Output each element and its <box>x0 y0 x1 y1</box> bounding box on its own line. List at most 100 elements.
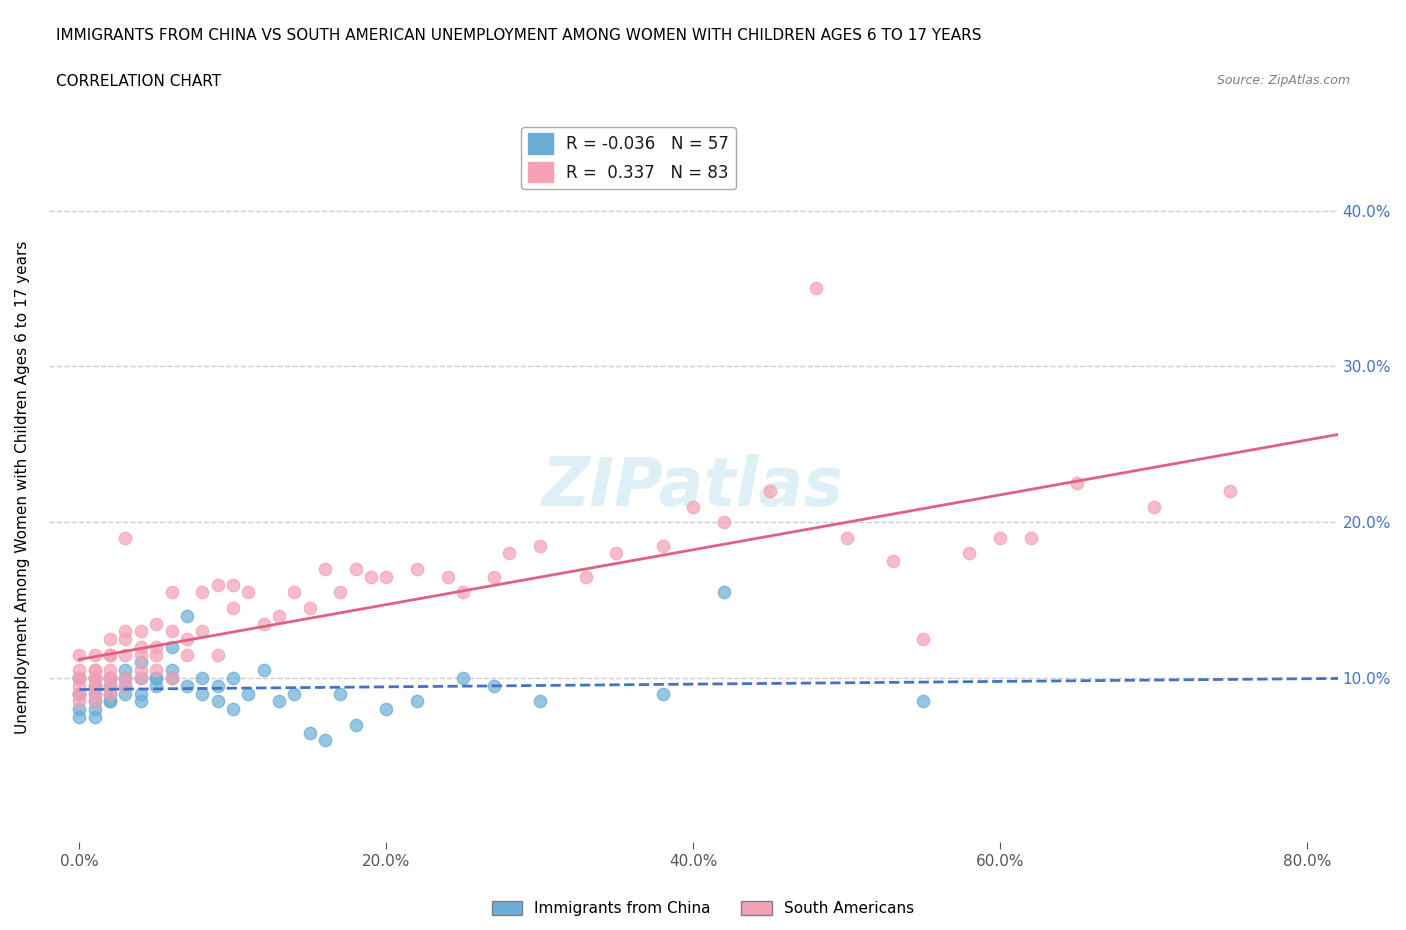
Point <box>67 686 90 701</box>
Point <box>114 671 136 685</box>
Point <box>129 694 152 709</box>
Point <box>83 694 105 709</box>
Point <box>67 702 90 717</box>
Point <box>682 499 704 514</box>
Point <box>207 647 229 662</box>
Point <box>207 678 229 693</box>
Point <box>98 678 121 693</box>
Point <box>67 686 90 701</box>
Point <box>283 686 305 701</box>
Point <box>283 585 305 600</box>
Point <box>98 686 121 701</box>
Point <box>67 671 90 685</box>
Point <box>67 671 90 685</box>
Point <box>83 678 105 693</box>
Point <box>129 655 152 670</box>
Text: Source: ZipAtlas.com: Source: ZipAtlas.com <box>1216 74 1350 87</box>
Point <box>98 631 121 646</box>
Point <box>406 562 429 577</box>
Point <box>252 616 274 631</box>
Point <box>529 694 551 709</box>
Point <box>482 678 505 693</box>
Point <box>482 569 505 584</box>
Point <box>98 663 121 678</box>
Point <box>114 631 136 646</box>
Point <box>67 686 90 701</box>
Point <box>67 663 90 678</box>
Point <box>713 515 735 530</box>
Point <box>83 678 105 693</box>
Point <box>498 546 520 561</box>
Point <box>67 686 90 701</box>
Point <box>129 663 152 678</box>
Point <box>529 538 551 553</box>
Point <box>145 616 167 631</box>
Point <box>713 585 735 600</box>
Point <box>804 281 827 296</box>
Point <box>98 671 121 685</box>
Point <box>451 585 474 600</box>
Point <box>114 530 136 545</box>
Point <box>83 686 105 701</box>
Point <box>83 710 105 724</box>
Point <box>129 624 152 639</box>
Y-axis label: Unemployment Among Women with Children Ages 6 to 17 years: Unemployment Among Women with Children A… <box>15 241 30 734</box>
Point <box>114 663 136 678</box>
Point <box>67 710 90 724</box>
Point <box>83 663 105 678</box>
Point <box>314 733 336 748</box>
Point <box>83 671 105 685</box>
Point <box>651 538 673 553</box>
Point <box>98 671 121 685</box>
Point <box>160 624 183 639</box>
Point <box>222 578 245 592</box>
Point <box>1019 530 1042 545</box>
Point <box>67 647 90 662</box>
Point <box>298 725 321 740</box>
Point <box>145 671 167 685</box>
Point <box>114 686 136 701</box>
Point <box>83 686 105 701</box>
Legend: R = -0.036   N = 57, R =  0.337   N = 83: R = -0.036 N = 57, R = 0.337 N = 83 <box>522 126 735 189</box>
Point <box>329 585 352 600</box>
Point <box>98 647 121 662</box>
Point <box>160 640 183 655</box>
Point <box>988 530 1011 545</box>
Point <box>436 569 458 584</box>
Point <box>191 585 214 600</box>
Text: CORRELATION CHART: CORRELATION CHART <box>56 74 221 89</box>
Point <box>129 671 152 685</box>
Point <box>1142 499 1164 514</box>
Text: IMMIGRANTS FROM CHINA VS SOUTH AMERICAN UNEMPLOYMENT AMONG WOMEN WITH CHILDREN A: IMMIGRANTS FROM CHINA VS SOUTH AMERICAN … <box>56 28 981 43</box>
Point <box>176 631 198 646</box>
Point <box>83 671 105 685</box>
Point <box>83 647 105 662</box>
Point <box>129 686 152 701</box>
Point <box>912 631 935 646</box>
Point <box>957 546 980 561</box>
Point <box>222 601 245 616</box>
Point <box>252 663 274 678</box>
Point <box>160 663 183 678</box>
Point <box>83 678 105 693</box>
Point <box>882 553 904 568</box>
Point <box>129 640 152 655</box>
Point <box>267 608 290 623</box>
Point <box>344 562 367 577</box>
Point <box>191 671 214 685</box>
Point <box>835 530 858 545</box>
Legend: Immigrants from China, South Americans: Immigrants from China, South Americans <box>485 895 921 923</box>
Point <box>83 671 105 685</box>
Point <box>67 678 90 693</box>
Point <box>314 562 336 577</box>
Point <box>145 647 167 662</box>
Point <box>114 671 136 685</box>
Point <box>114 678 136 693</box>
Point <box>98 671 121 685</box>
Point <box>160 585 183 600</box>
Point <box>651 686 673 701</box>
Point <box>83 663 105 678</box>
Point <box>176 647 198 662</box>
Point <box>98 686 121 701</box>
Point <box>329 686 352 701</box>
